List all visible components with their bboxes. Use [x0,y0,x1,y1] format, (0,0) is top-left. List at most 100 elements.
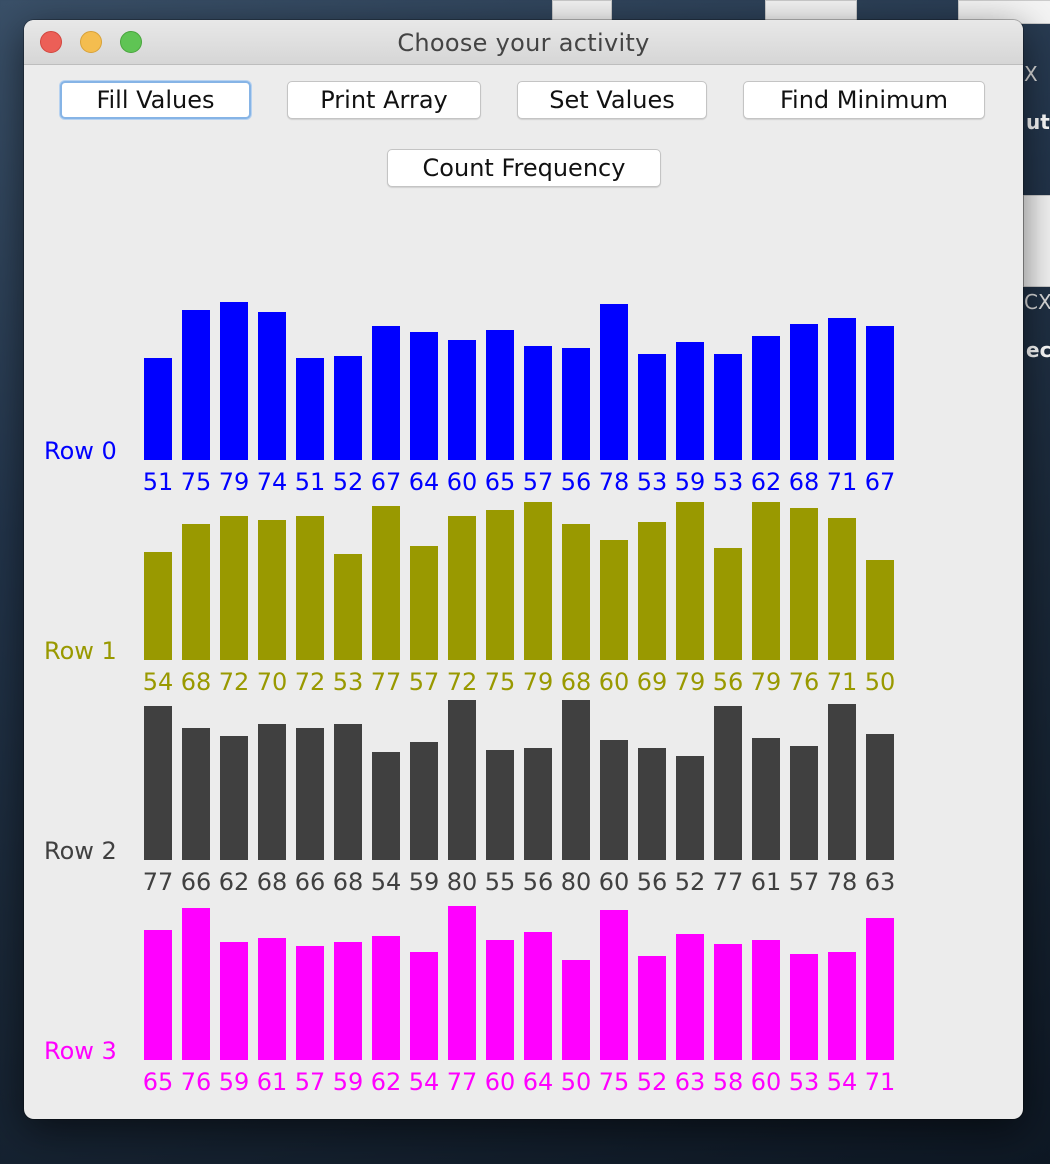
bar-value-label: 62 [751,468,782,496]
bar-value-label: 67 [371,468,402,496]
title-bar[interactable]: Choose your activity [24,20,1023,65]
bar [334,554,362,660]
row-label: Row 2 [44,837,117,865]
desktop-file-thumbnail [1023,195,1050,287]
bar-value-label: 60 [599,868,630,896]
bar-value-label: 77 [447,1068,478,1096]
bar [828,704,856,860]
desktop-text-fragment: ec, [1026,338,1050,362]
bar [790,324,818,460]
bar [258,724,286,860]
bar-value-label: 53 [333,668,364,696]
bar-value-label: 63 [865,868,896,896]
bar [220,516,248,660]
bar [486,940,514,1060]
bar-value-label: 57 [295,1068,326,1096]
bar [790,508,818,660]
set-values-button[interactable]: Set Values [517,81,707,119]
bar-value-label: 79 [751,668,782,696]
bar-value-label: 56 [637,868,668,896]
bar-value-label: 50 [865,668,896,696]
bar-value-label: 51 [295,468,326,496]
bar [258,312,286,460]
find-minimum-button[interactable]: Find Minimum [743,81,985,119]
array-bar-chart: Row 051 75 79 74 51 52 67 64 60 65 57 56 78 53 59 53 62 6… [44,302,896,1096]
bar [600,910,628,1060]
bar-value-label: 59 [333,1068,364,1096]
bar [714,944,742,1060]
bar [676,502,704,660]
bar [828,518,856,660]
bar [258,938,286,1060]
bar-value-label: 52 [637,1068,668,1096]
bar [562,700,590,860]
bar [714,354,742,460]
bar-value-label: 53 [713,468,744,496]
bar [676,342,704,460]
bar [486,330,514,460]
bar-value-label: 68 [257,868,288,896]
close-window-button[interactable] [40,31,62,53]
bar-value-label: 68 [181,668,212,696]
bar [144,358,172,460]
bar [258,520,286,660]
bar-value-label: 56 [561,468,592,496]
bar-value-label: 55 [485,868,516,896]
bar-value-label: 71 [827,668,858,696]
bar [410,742,438,860]
bar [676,756,704,860]
zoom-window-button[interactable] [120,31,142,53]
bar-value-label: 57 [523,468,554,496]
bar-value-label: 65 [143,1068,174,1096]
bar [144,706,172,860]
bar-value-label: 71 [865,1068,896,1096]
bar [410,546,438,660]
bar [296,728,324,860]
bar-value-label: 61 [751,868,782,896]
fill-values-button[interactable]: Fill Values [60,81,251,119]
bar [144,552,172,660]
bar [866,734,894,860]
bar [790,746,818,860]
bar-value-label: 68 [789,468,820,496]
bar [714,548,742,660]
bar-value-label: 59 [219,1068,250,1096]
desktop-text-fragment: X [1024,62,1038,86]
bar-value-label: 54 [371,868,402,896]
bar [600,740,628,860]
bar [220,942,248,1060]
bar [220,736,248,860]
count-frequency-button[interactable]: Count Frequency [387,149,661,187]
activity-window: Choose your activity Fill Values Print A… [24,20,1023,1119]
bar-value-label: 59 [675,468,706,496]
bar-value-label: 68 [561,668,592,696]
bar [524,932,552,1060]
bar-value-label: 70 [257,668,288,696]
bar-value-label: 52 [675,868,706,896]
bar [752,336,780,460]
bar-value-label: 76 [789,668,820,696]
bar [296,358,324,460]
bar-value-label: 54 [143,668,174,696]
bar-value-label: 56 [523,868,554,896]
bar [752,940,780,1060]
bar-value-label: 57 [409,668,440,696]
bar [182,908,210,1060]
bar-value-label: 80 [561,868,592,896]
bar-value-label: 80 [447,868,478,896]
minimize-window-button[interactable] [80,31,102,53]
bar-value-label: 64 [523,1068,554,1096]
bar-value-label: 71 [827,468,858,496]
bar-value-label: 65 [485,468,516,496]
bar [144,930,172,1060]
bar-value-label: 53 [637,468,668,496]
bar [638,354,666,460]
print-array-button[interactable]: Print Array [287,81,481,119]
bar [448,516,476,660]
bar-value-label: 77 [371,668,402,696]
bar [752,502,780,660]
row-label: Row 3 [44,1037,117,1065]
bar-value-label: 50 [561,1068,592,1096]
bar-value-label: 79 [219,468,250,496]
bar [448,340,476,460]
